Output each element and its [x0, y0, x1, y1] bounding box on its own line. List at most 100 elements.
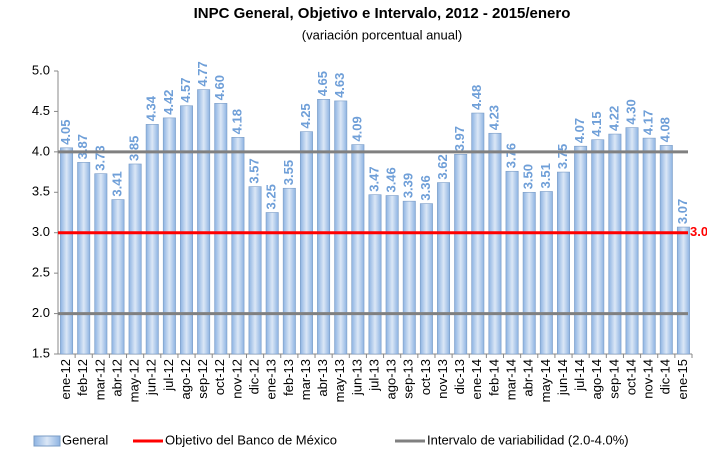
value-label: 3.75	[555, 144, 570, 169]
value-label: 3.47	[366, 166, 381, 191]
legend-swatch	[33, 435, 61, 447]
x-tick-label: dic-13	[452, 359, 467, 394]
value-label: 4.60	[212, 75, 227, 100]
x-tick-label: may-13	[332, 359, 347, 402]
x-tick-label: sep-14	[606, 359, 621, 399]
value-label: 4.30	[623, 99, 638, 124]
x-tick-label: nov-14	[641, 359, 656, 399]
value-label: 3.85	[127, 136, 142, 161]
bar	[128, 163, 142, 355]
bar	[539, 191, 553, 355]
value-label: 4.23	[486, 105, 501, 130]
x-tick-label: ago-14	[589, 359, 604, 399]
x-tick-label: ene-12	[58, 359, 73, 399]
bar	[351, 144, 365, 355]
bar	[94, 173, 108, 355]
value-label: 3.57	[246, 158, 261, 183]
x-tick-label: feb-13	[281, 359, 296, 396]
x-tick-label: ago-13	[384, 359, 399, 399]
legend-label: General	[62, 432, 108, 447]
bar	[642, 137, 656, 355]
bar	[299, 131, 313, 355]
bar	[145, 124, 159, 355]
bar	[77, 162, 91, 355]
bar	[162, 117, 176, 355]
x-tick-label: jul-13	[366, 359, 381, 392]
x-tick-label: oct-12	[212, 359, 227, 395]
x-tick-label: ene-14	[469, 359, 484, 399]
x-tick-label: jul-14	[572, 359, 587, 392]
bar	[197, 89, 211, 355]
value-label: 4.34	[144, 95, 159, 121]
value-label: 3.62	[435, 154, 450, 179]
x-tick-label: jul-12	[161, 359, 176, 392]
bar	[625, 127, 639, 355]
value-label: 4.07	[572, 118, 587, 143]
legend-label: Intervalo de variabilidad (2.0-4.0%)	[427, 432, 629, 447]
value-label: 4.17	[641, 110, 656, 135]
x-tick-label: abr-12	[109, 359, 124, 397]
x-tick-label: sep-12	[195, 359, 210, 399]
x-tick-label: oct-14	[623, 359, 638, 395]
chart-title: INPC General, Objetivo e Intervalo, 2012…	[194, 5, 571, 22]
value-label: 3.73	[92, 145, 107, 170]
x-tick-label: may-12	[127, 359, 142, 402]
value-label: 3.07	[675, 199, 690, 224]
value-label: 4.65	[315, 71, 330, 96]
y-tick-label: 3.5	[32, 184, 50, 199]
value-label: 4.18	[229, 109, 244, 134]
chart-subtitle: (variación porcentual anual)	[302, 27, 462, 42]
x-tick-label: jun-12	[144, 359, 159, 396]
bar	[419, 203, 433, 355]
bar	[402, 200, 416, 355]
value-label: 3.97	[452, 126, 467, 151]
x-tick-label: ene-13	[264, 359, 279, 399]
bar	[214, 103, 228, 355]
value-label: 3.25	[264, 184, 279, 209]
bar	[574, 145, 588, 355]
y-tick-label: 4.5	[32, 103, 50, 118]
bar	[488, 132, 502, 355]
x-tick-label: ago-12	[178, 359, 193, 399]
y-tick-label: 2.5	[32, 265, 50, 280]
value-label: 4.77	[195, 61, 210, 86]
bar	[111, 199, 125, 355]
x-tick-label: dic-12	[246, 359, 261, 394]
bar	[60, 147, 74, 355]
value-label: 3.36	[418, 175, 433, 200]
x-tick-label: mar-13	[298, 359, 313, 400]
bar	[437, 182, 451, 355]
x-tick-label: nov-12	[229, 359, 244, 399]
x-tick-label: abr-14	[521, 359, 536, 397]
bar	[522, 191, 536, 355]
value-label: 4.25	[298, 103, 313, 128]
value-label: 3.50	[521, 164, 536, 189]
value-label: 4.05	[58, 120, 73, 145]
x-tick-label: may-14	[538, 359, 553, 402]
y-tick-label: 4.0	[32, 143, 50, 158]
value-label: 3.41	[109, 171, 124, 196]
value-label: 4.22	[606, 106, 621, 131]
bar	[557, 171, 570, 355]
x-tick-label: feb-12	[75, 359, 90, 396]
bar	[334, 100, 348, 355]
x-tick-label: mar-14	[504, 359, 519, 400]
x-tick-label: jun-13	[349, 359, 364, 396]
y-tick-label: 2.0	[32, 305, 50, 320]
y-tick-label: 1.5	[32, 345, 50, 360]
x-tick-label: nov-13	[435, 359, 450, 399]
x-tick-label: abr-13	[315, 359, 330, 397]
value-label: 4.15	[589, 111, 604, 136]
value-label: 4.08	[658, 117, 673, 142]
bar	[591, 139, 605, 355]
bar	[454, 153, 468, 355]
bar	[282, 187, 296, 355]
x-tick-label: mar-12	[92, 359, 107, 400]
bar	[265, 212, 279, 355]
x-tick-label: jun-14	[555, 359, 570, 396]
value-label: 4.09	[349, 116, 364, 141]
value-label: 3.76	[504, 143, 519, 168]
y-tick-label: 5.0	[32, 62, 50, 77]
value-label: 3.87	[75, 134, 90, 159]
